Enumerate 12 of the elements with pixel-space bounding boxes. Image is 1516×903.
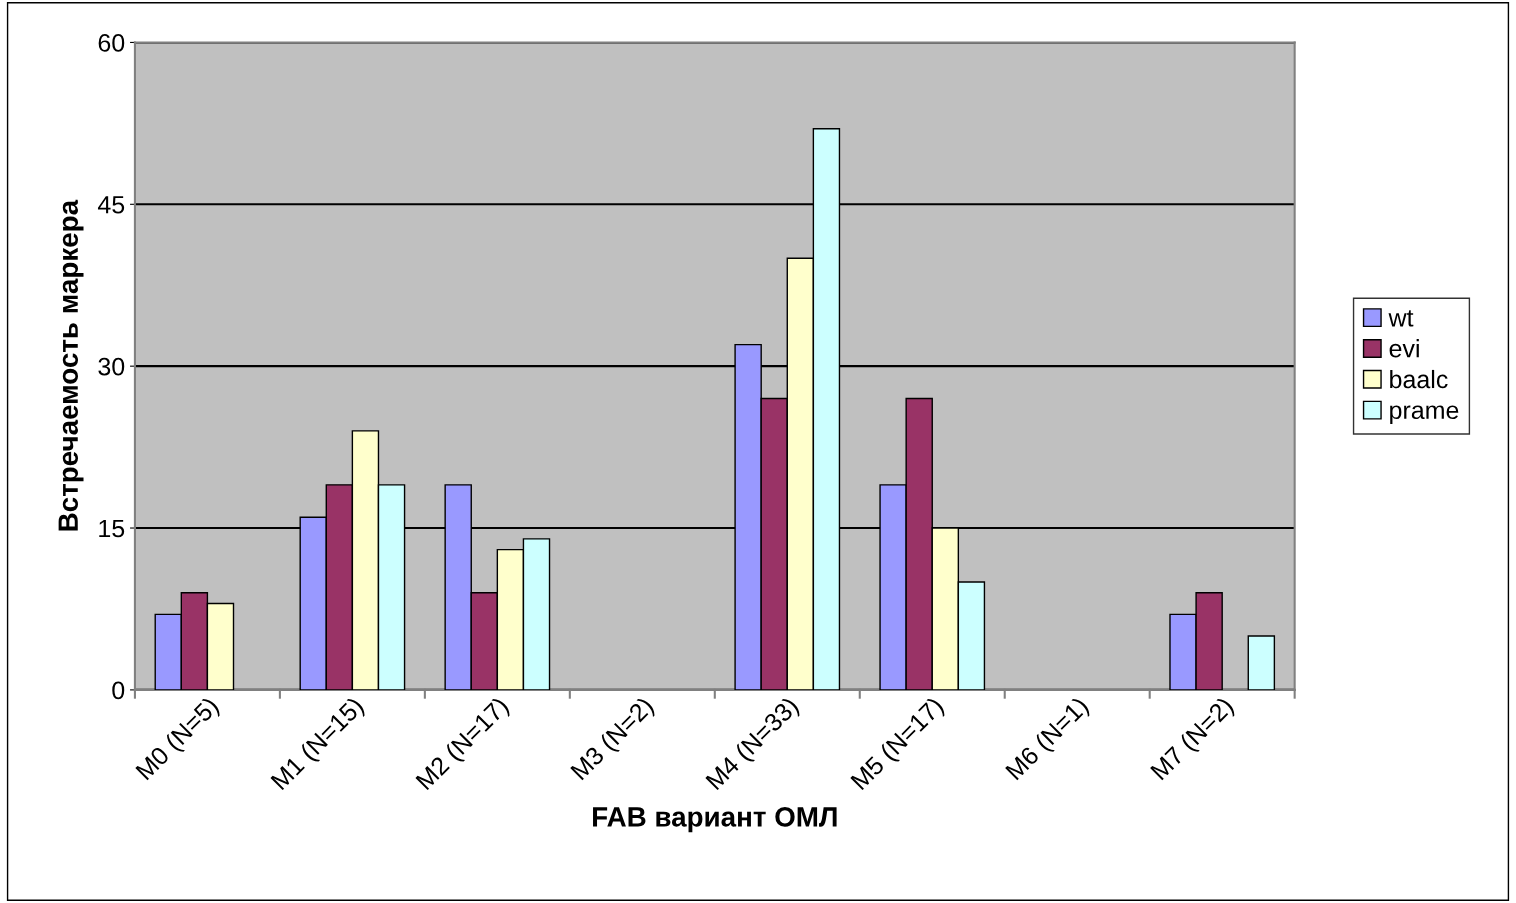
legend-label: evi [1389, 339, 1419, 358]
legend-label: wt [1388, 310, 1414, 327]
y-tick-label: 60 [98, 34, 125, 52]
y-axis-title: Встречаемость маркера [58, 199, 84, 531]
legend-label: baalc [1390, 369, 1448, 389]
x-axis-title: FAB вариант ОМЛ [593, 807, 837, 833]
y-tick-label: 45 [97, 196, 125, 214]
y-tick-label: 15 [99, 519, 125, 538]
bar [1247, 635, 1276, 690]
legend-label: prame [1390, 405, 1459, 425]
y-tick-label: 30 [98, 357, 125, 376]
y-tick-label: 0 [112, 681, 125, 700]
